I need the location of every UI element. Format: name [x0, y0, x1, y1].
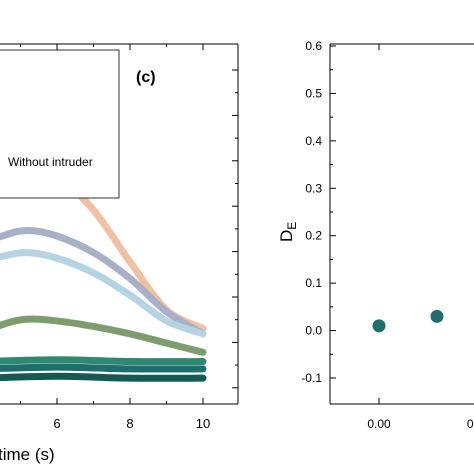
- right-y-axis-label-sub: E: [285, 222, 299, 230]
- series-line-5: [0, 356, 207, 366]
- right-x-tick-label-0: 0.00: [367, 417, 391, 431]
- left-x-tick-labels: 6 8 10: [53, 416, 210, 431]
- left-series-lines: [0, 163, 207, 382]
- right-y-axis-label: DE: [277, 222, 299, 242]
- right-x-tick-label-1: 0.0: [467, 417, 474, 431]
- right-x-tick-labels: 0.00 0.0: [367, 417, 474, 431]
- right-y-axis-label-main: D: [277, 230, 296, 242]
- series-line-3: [0, 249, 207, 338]
- series-line-7: [0, 372, 207, 382]
- right-y-tick-label-0.4: 0.4: [305, 134, 322, 148]
- right-y-tick-labels: -0.1 0.0 0.1 0.2 0.3 0.4 0.5 0.6: [301, 39, 322, 385]
- series-line-2: [0, 226, 207, 338]
- series-line-4: [0, 315, 207, 356]
- panel-label-c: (c): [136, 69, 156, 86]
- left-x-tick-label-8: 8: [126, 416, 133, 431]
- right-ticks: [330, 44, 380, 404]
- scatter-point-1: [372, 319, 386, 333]
- right-y-tick-label-0.1: 0.1: [305, 276, 322, 290]
- right-chart: -0.1 0.0 0.1 0.2 0.3 0.4 0.5 0.6 0.00 0.0 DE: [277, 39, 474, 431]
- left-x-tick-label-10: 10: [196, 416, 210, 431]
- right-y-tick-label--0.1: -0.1: [301, 371, 322, 385]
- right-y-tick-label-0.3: 0.3: [305, 181, 322, 195]
- right-y-tick-label-0.6: 0.6: [305, 39, 322, 53]
- right-y-tick-label-0.5: 0.5: [305, 86, 322, 100]
- scatter-point-2: [430, 309, 444, 323]
- left-ticks: [20, 44, 238, 404]
- legend-entry-without-intruder: Without intruder: [8, 155, 93, 169]
- right-points: [372, 309, 444, 333]
- series-line-6: [0, 363, 207, 373]
- right-y-tick-label-0.0: 0.0: [305, 324, 322, 338]
- left-x-axis-label: time (s): [0, 445, 55, 464]
- left-chart: Without intruder (c) 6 8 10 time (s): [0, 43, 239, 464]
- right-y-tick-label-0.2: 0.2: [305, 229, 322, 243]
- left-x-tick-label-6: 6: [53, 416, 60, 431]
- legend-box: [0, 49, 120, 199]
